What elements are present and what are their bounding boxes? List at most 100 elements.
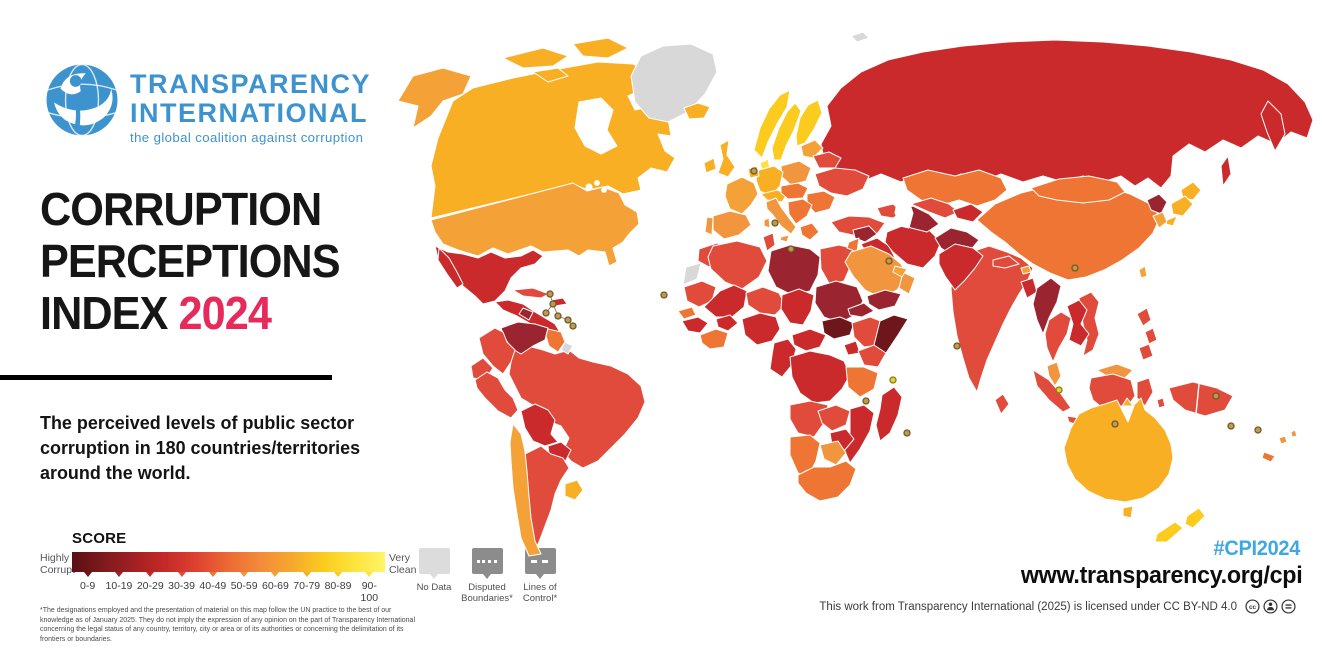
country-yemen [866,289,902,311]
license-text: This work from Transparency Internationa… [819,600,1237,613]
territory-greenland [630,43,718,123]
region-baltics [800,139,824,159]
country-philippines [1136,307,1158,361]
country-peru [474,371,519,419]
small-state-marker [1111,420,1119,428]
scale-tick-arrow [208,572,217,577]
country-sweden [771,102,802,161]
png-border-line [1195,383,1200,415]
country-angola [789,400,829,438]
logo-line1: TRANSPARENCY [130,69,372,99]
subtitle-text: The perceived levels of public sector co… [40,412,361,483]
region-czech-slovakia-hungary [780,182,809,200]
page-title: CORRUPTION PERCEPTIONS INDEX 2024 [40,183,341,339]
cc-icon: cc [1245,599,1260,614]
score-gradient-bar [72,552,385,572]
country-greece [799,222,820,241]
territory-new-caledonia [1261,451,1276,463]
scale-tick-label: 90-100 [360,580,379,604]
small-state-marker [549,300,557,308]
great-lakes [594,180,600,186]
country-usa [397,67,640,267]
country-niger [745,286,786,316]
region-kyrgyzstan-tajikistan [952,203,984,223]
country-vietnam [1078,291,1100,357]
country-australia [1063,397,1174,519]
legend-disputed-boundaries: Disputed Boundaries* [461,548,513,604]
region-uae-qatar [892,265,908,278]
scale-tick-arrow [146,572,155,577]
country-mali [703,284,748,318]
island-new-guinea [1168,381,1234,417]
region-romania-bulgaria [806,190,836,214]
scale-tick-arrow [271,572,280,577]
gulf-of-carpentaria [1119,405,1135,423]
country-south-sudan [821,316,855,340]
country-tunisia [762,232,776,252]
country-finland [795,99,823,147]
country-botswana [819,440,847,466]
marker-leader-line [552,303,574,327]
country-tanzania [845,366,879,398]
disputed-boundaries-swatch [471,548,503,574]
country-libya [767,244,821,296]
scale-tick-arrow [302,572,311,577]
no-data-swatch [418,548,450,574]
small-state-marker [903,429,911,437]
country-mongolia [1030,175,1126,204]
cc-by-person-icon [1263,599,1278,614]
boundary-legend: No Data Disputed Boundaries* Lines of Co… [413,548,561,604]
transparency-international-logo: TRANSPARENCY INTERNATIONAL the global co… [44,62,371,144]
title-divider-rule [0,375,332,380]
country-myanmar [1032,277,1062,335]
territory-svalbard [850,31,870,43]
small-state-marker [660,291,668,299]
map-disclaimer-footnote: *The designations employed and the prese… [40,607,415,643]
small-state-marker [862,397,870,405]
hudson-bay [574,97,618,155]
country-zambia [817,404,851,432]
country-sri-lanka [994,393,1010,415]
world-choropleth-map [397,31,1314,557]
scale-tick-arrow [334,572,343,577]
scale-tick-arrow [240,572,249,577]
region-cote-divoire-ghana [699,328,729,350]
country-south-africa [797,460,857,502]
country-uruguay [564,479,584,501]
scale-tick-label: 60-69 [262,580,289,592]
country-kenya [857,344,887,368]
country-japan [1165,181,1202,227]
country-algeria [707,240,768,290]
globe-logo-icon [46,63,118,137]
small-state-marker [787,245,795,253]
country-iceland [683,102,711,120]
highly-corrupt-label: Highly Corrupt [40,552,76,576]
scale-tick-arrow [83,572,92,577]
country-new-zealand [1154,507,1206,543]
country-north-korea [1146,193,1168,215]
great-lakes [601,187,607,193]
legend-no-data: No Data [413,548,455,604]
country-nicaragua [518,307,534,321]
country-france [724,176,759,215]
logo-tagline: the global coalition against corruption [130,130,364,145]
country-russia [820,39,1314,189]
region-guyana-suriname [545,328,566,353]
great-lakes [585,183,593,191]
country-cuba [512,287,550,299]
small-state-marker [564,316,572,324]
small-state-marker-yellow [889,376,897,384]
title-line2: PERCEPTIONS [40,235,341,287]
title-year: 2024 [178,287,272,339]
scale-tick-label: 0-9 [80,580,96,592]
website-url[interactable]: www.transparency.org/cpi [1020,562,1302,589]
small-state-marker [546,290,554,298]
territory-western-sahara [682,262,702,286]
small-state-marker [750,167,758,175]
scale-tick-arrow [114,572,123,577]
license-row: This work from Transparency Internationa… [819,599,1296,614]
country-bolivia [520,403,559,447]
country-thailand [1044,311,1072,363]
country-chile [509,423,542,557]
